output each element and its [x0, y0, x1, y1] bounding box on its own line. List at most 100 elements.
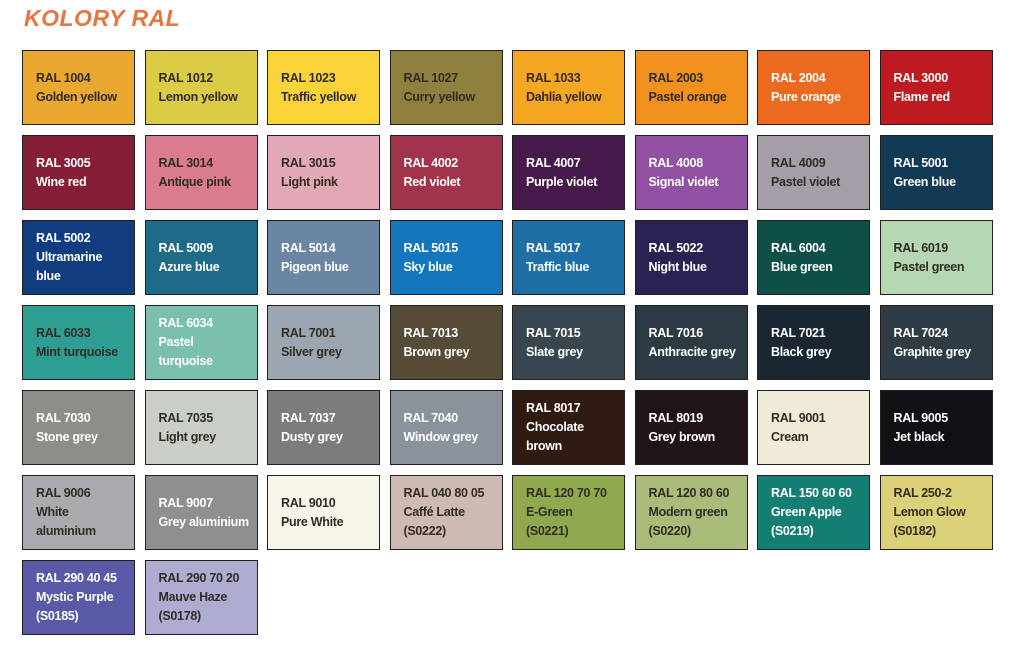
swatch-code: RAL 3015: [281, 155, 336, 170]
color-swatch: RAL 6034 Pastel turquoise: [144, 305, 258, 380]
swatch-code: RAL 4008: [648, 155, 704, 170]
swatch-code: RAL 5015: [403, 240, 459, 255]
swatch-code: RAL 8017: [526, 401, 581, 415]
swatch-name: White aluminium: [36, 505, 96, 538]
swatch-name: Flame red: [893, 89, 951, 104]
color-swatch: RAL 7021 Black grey: [757, 305, 870, 380]
color-swatch: RAL 290 40 45 Mystic Purple (S0185): [22, 560, 135, 635]
swatch-name: Ultramarine blue: [36, 250, 103, 283]
swatch-name: Pastel turquoise: [158, 335, 214, 368]
swatch-name: Pastel green: [893, 259, 965, 274]
swatch-code: RAL 6033: [36, 325, 91, 340]
swatch-code: RAL 150 60 60: [771, 486, 852, 500]
swatch-suffix: (S0185): [36, 609, 79, 623]
swatch-name: Pure orange: [771, 89, 841, 104]
swatch-code: RAL 7024: [893, 325, 949, 340]
swatch-code: RAL 5009: [158, 240, 214, 255]
swatch-code: RAL 8019: [648, 410, 704, 425]
swatch-code: RAL 040 80 05: [403, 486, 485, 500]
swatch-code: RAL 7035: [158, 410, 214, 425]
color-swatch: RAL 5022 Night blue: [634, 220, 748, 295]
swatch-name: Dusty grey: [281, 429, 343, 444]
color-swatch: RAL 5002 Ultramarine blue: [22, 220, 135, 295]
color-swatch: RAL 9010 Pure White: [267, 475, 380, 550]
swatch-code: RAL 9001: [771, 410, 826, 425]
swatch-code: RAL 1012: [158, 70, 214, 85]
swatch-name: Window grey: [403, 429, 479, 444]
color-swatch: RAL 4009 Pastel violet: [757, 135, 870, 210]
swatch-name: Blue green: [771, 259, 833, 274]
swatch-code: RAL 2004: [771, 70, 826, 85]
swatch-name: Traffic blue: [526, 259, 590, 274]
swatch-name: Silver grey: [281, 344, 342, 359]
swatch-code: RAL 4009: [771, 155, 826, 170]
swatch-name: Golden yellow: [36, 89, 117, 104]
swatch-name: Slate grey: [526, 344, 583, 359]
swatch-code: RAL 7030: [36, 410, 91, 425]
swatch-code: RAL 7013: [403, 325, 459, 340]
color-swatch: RAL 9005 Jet black: [879, 390, 993, 465]
color-swatch: RAL 7013 Brown grey: [389, 305, 503, 380]
swatch-name: Green blue: [893, 174, 957, 189]
swatch-code: RAL 1004: [36, 70, 91, 85]
color-swatch: RAL 6033 Mint turquoise: [22, 305, 135, 380]
swatch-name: Modern green: [648, 505, 728, 519]
color-swatch: RAL 7015 Slate grey: [512, 305, 625, 380]
swatch-name: Pastel orange: [648, 89, 727, 104]
swatch-name: Curry yellow: [403, 89, 476, 104]
swatch-name: Antique pink: [158, 174, 231, 189]
color-swatch: RAL 2004 Pure orange: [757, 50, 870, 125]
swatch-code: RAL 9010: [281, 495, 336, 510]
swatch-code: RAL 6004: [771, 240, 826, 255]
swatch-code: RAL 1033: [526, 70, 581, 85]
swatch-code: RAL 7037: [281, 410, 336, 425]
swatch-code: RAL 290 70 20: [158, 571, 240, 585]
color-swatch: RAL 6004 Blue green: [757, 220, 870, 295]
swatch-name: Stone grey: [36, 429, 98, 444]
swatch-name: Red violet: [403, 174, 461, 189]
color-swatch: RAL 3000 Flame red: [879, 50, 993, 125]
swatch-name: Mint turquoise: [36, 344, 118, 359]
swatch-name: Signal violet: [648, 174, 719, 189]
color-swatch: RAL 120 80 60 Modern green (S0220): [634, 475, 748, 550]
color-swatch: RAL 9001 Cream: [757, 390, 870, 465]
swatch-code: RAL 5014: [281, 240, 336, 255]
swatch-suffix: (S0219): [771, 524, 814, 538]
swatch-name: Green Apple: [771, 505, 842, 519]
color-swatch: RAL 7037 Dusty grey: [267, 390, 380, 465]
swatch-suffix: (S0182): [893, 524, 937, 538]
swatch-name: Anthracite grey: [648, 344, 737, 359]
color-swatch: RAL 7016 Anthracite grey: [634, 305, 748, 380]
swatch-name: Chocolate brown: [526, 420, 584, 453]
color-swatch: RAL 290 70 20 Mauve Haze (S0178): [144, 560, 258, 635]
swatch-code: RAL 1027: [403, 70, 459, 85]
swatch-code: RAL 3000: [893, 70, 949, 85]
swatch-code: RAL 7040: [403, 410, 459, 425]
color-swatch: RAL 5015 Sky blue: [389, 220, 503, 295]
color-swatch: RAL 7040 Window grey: [389, 390, 503, 465]
color-swatch: RAL 250-2 Lemon Glow (S0182): [879, 475, 993, 550]
swatch-name: Azure blue: [158, 259, 220, 274]
swatch-name: E-Green: [526, 505, 573, 519]
swatch-name: Mystic Purple: [36, 590, 114, 604]
swatch-code: RAL 5001: [893, 155, 949, 170]
swatch-name: Dahlia yellow: [526, 89, 602, 104]
swatch-name: Light pink: [281, 174, 338, 189]
color-swatch: RAL 1023 Traffic yellow: [267, 50, 380, 125]
page-title: KOLORY RAL: [24, 5, 181, 31]
color-swatch: RAL 9007 Grey aluminium: [144, 475, 258, 550]
color-swatch: RAL 8017 Chocolate brown: [512, 390, 625, 465]
color-swatch: RAL 7001 Silver grey: [267, 305, 380, 380]
swatch-code: RAL 1023: [281, 70, 336, 85]
swatch-name: Sky blue: [403, 259, 453, 274]
swatch-suffix: (S0178): [158, 609, 202, 623]
swatch-code: RAL 3014: [158, 155, 214, 170]
swatch-suffix: (S0220): [648, 524, 692, 538]
swatch-code: RAL 5002: [36, 231, 91, 245]
swatch-code: RAL 7016: [648, 325, 704, 340]
color-swatch: RAL 3005 Wine red: [22, 135, 135, 210]
swatch-name: Brown grey: [403, 344, 470, 359]
color-swatch: RAL 5009 Azure blue: [144, 220, 258, 295]
swatch-name: Mauve Haze: [158, 590, 228, 604]
swatch-code: RAL 2003: [648, 70, 704, 85]
